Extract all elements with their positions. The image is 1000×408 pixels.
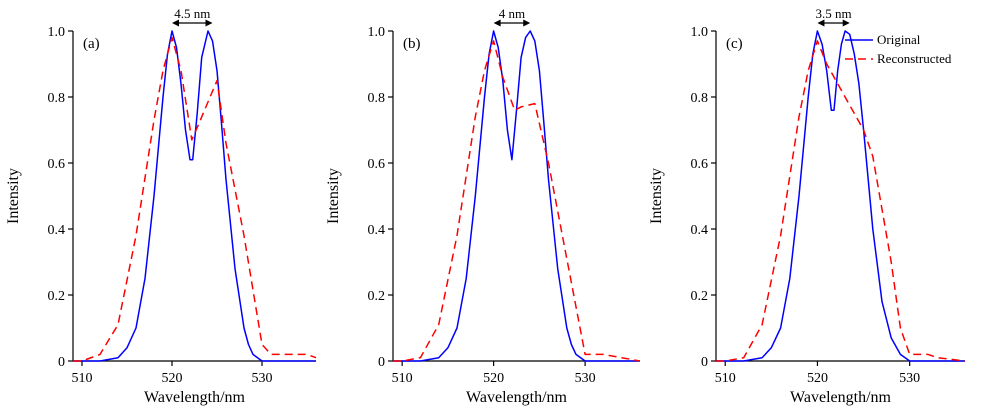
separation-annotation: 4 nm <box>499 6 525 21</box>
y-tick-label: 0 <box>58 355 65 370</box>
series-line-reconstructed <box>393 40 641 362</box>
x-tick-label: 510 <box>72 371 93 386</box>
chart-panel-c: 510 520 530 0 0.2 0.4 0.6 0.8 1.0 Wavelength/nm In… <box>648 6 966 406</box>
y-tick-label: 0.4 <box>691 223 709 238</box>
panel-label: (c) <box>726 36 743 52</box>
y-tick-label: 0.2 <box>48 289 66 304</box>
y-tick-label: 0.8 <box>368 91 386 106</box>
y-tick-label: 0.6 <box>48 157 66 172</box>
y-tick-label: 0.6 <box>368 157 386 172</box>
arrowhead-right-icon <box>523 19 531 27</box>
arrowhead-right-icon <box>842 19 850 27</box>
x-tick-label: 510 <box>392 371 413 386</box>
x-axis-title: Wavelength/nm <box>144 389 245 406</box>
x-axis-title: Wavelength/nm <box>466 389 567 406</box>
y-tick-label: 0.4 <box>48 223 66 238</box>
x-tick-label: 520 <box>807 371 828 386</box>
y-axis-title: Intensity <box>325 168 342 224</box>
x-tick-label: 530 <box>252 371 273 386</box>
series-line-original <box>716 30 965 362</box>
y-axis-title: Intensity <box>648 168 665 224</box>
x-axis-title: Wavelength/nm <box>790 389 891 406</box>
series-line-reconstructed <box>716 40 966 362</box>
chart-panel-a: 510 520 530 0 0.2 0.4 0.6 0.8 1.0 Wavelength/nm In… <box>5 6 317 406</box>
panel-label: (b) <box>403 36 421 52</box>
legend-label: Original <box>877 32 921 47</box>
y-tick-label: 0.2 <box>691 289 709 304</box>
series-line-original <box>73 30 316 362</box>
y-tick-label: 0 <box>378 355 385 370</box>
y-tick-label: 0.2 <box>368 289 386 304</box>
y-tick-label: 1.0 <box>368 25 386 40</box>
arrowhead-left-icon <box>817 19 825 27</box>
legend-label: Reconstructed <box>877 51 952 66</box>
x-tick-label: 510 <box>715 371 736 386</box>
panel-label: (a) <box>83 36 100 52</box>
series-line-original <box>393 30 640 362</box>
legend: Original Reconstructed <box>845 32 952 66</box>
y-tick-label: 0.4 <box>368 223 386 238</box>
y-tick-label: 0.8 <box>48 91 66 106</box>
x-tick-label: 520 <box>162 371 183 386</box>
y-axis-title: Intensity <box>5 168 22 224</box>
arrowhead-left-icon <box>172 19 179 27</box>
series-line-reconstructed <box>73 36 317 362</box>
chart-panel-b: 510 520 530 0 0.2 0.4 0.6 0.8 1.0 Wavelength/nm In… <box>325 6 641 406</box>
x-tick-label: 520 <box>483 371 504 386</box>
y-tick-label: 1.0 <box>48 25 66 40</box>
separation-annotation: 3.5 nm <box>816 6 852 21</box>
x-tick-label: 530 <box>899 371 920 386</box>
y-tick-label: 0.8 <box>691 91 709 106</box>
y-tick-label: 0.6 <box>691 157 709 172</box>
y-tick-label: 1.0 <box>691 25 709 40</box>
x-tick-label: 530 <box>575 371 596 386</box>
y-tick-label: 0 <box>701 355 708 370</box>
arrowhead-right-icon <box>205 19 213 27</box>
separation-annotation: 4.5 nm <box>174 6 210 21</box>
arrowhead-left-icon <box>493 19 501 27</box>
